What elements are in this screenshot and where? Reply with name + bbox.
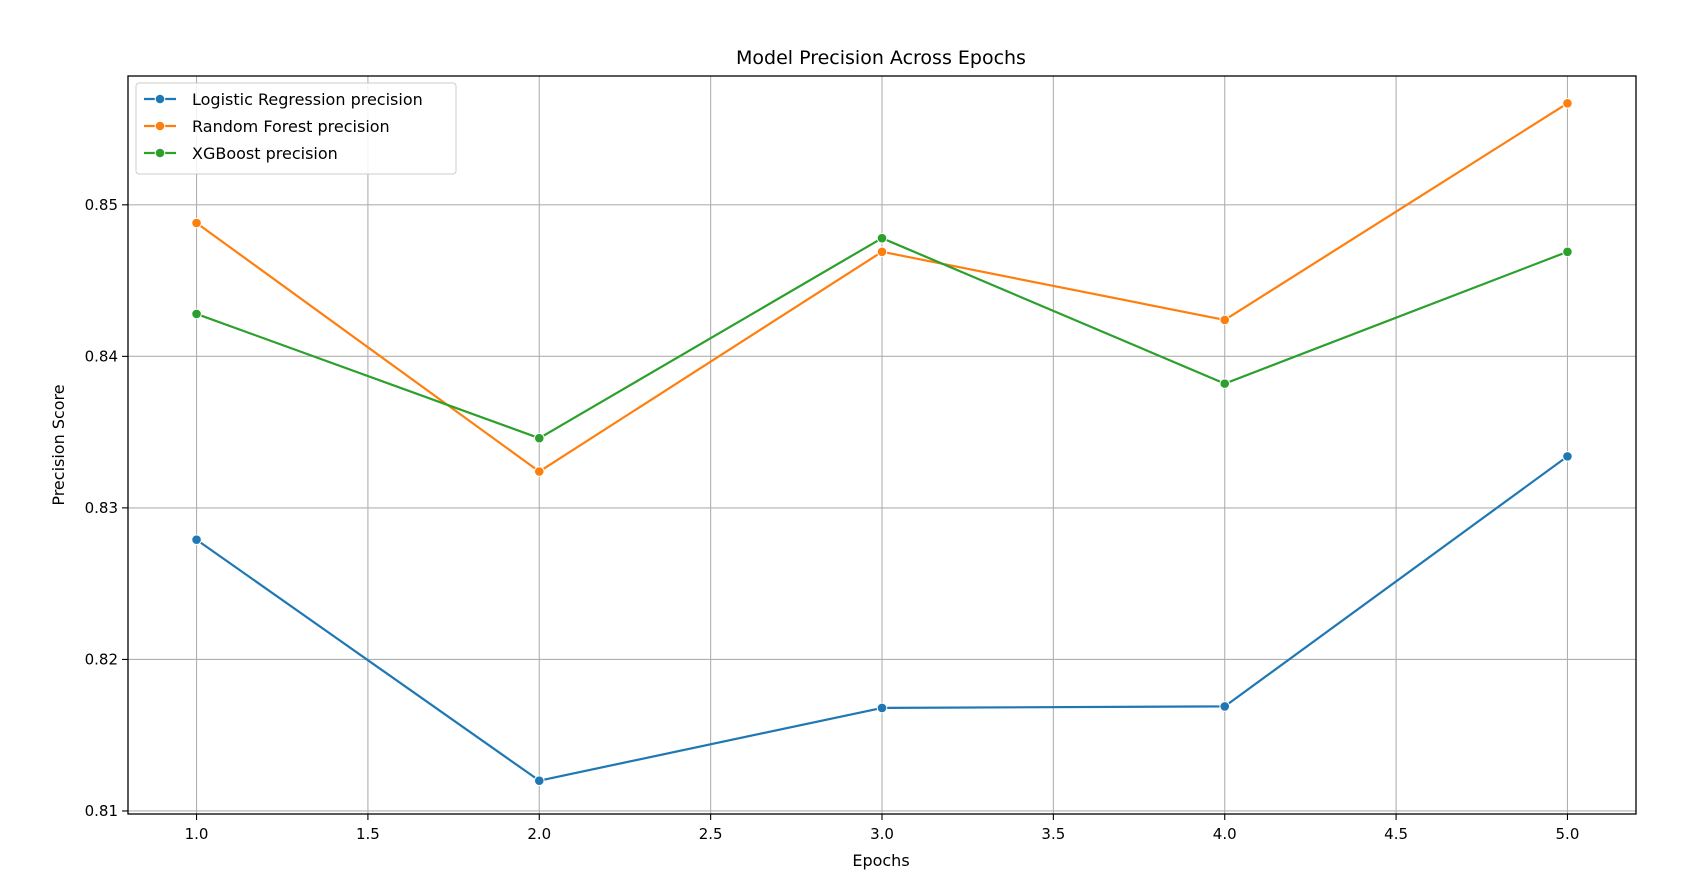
grid-lines (128, 76, 1636, 814)
data-point (533, 432, 545, 444)
data-point (1219, 378, 1231, 389)
x-tick-label: 3.5 (1041, 825, 1065, 843)
x-tick-label: 4.5 (1384, 825, 1408, 843)
x-tick-label: 2.0 (527, 825, 551, 843)
data-point (533, 466, 545, 477)
y-tick-label: 0.85 (85, 196, 118, 214)
data-point (191, 534, 202, 546)
legend-marker (154, 93, 166, 105)
data-point (1562, 246, 1573, 258)
y-axis-title: Precision Score (49, 384, 68, 505)
x-tick-label: 5.0 (1556, 825, 1580, 843)
legend: Logistic Regression precision Random Fore… (135, 82, 457, 175)
chart-title: Model Precision Across Epochs (736, 47, 1026, 69)
legend-entry: XGBoost precision (144, 144, 338, 163)
x-tick-label: 2.5 (699, 825, 723, 843)
legend-marker (154, 147, 166, 159)
x-axis-title: Epochs (852, 851, 909, 870)
series-1 (191, 97, 1573, 477)
y-tick-label: 0.82 (85, 650, 118, 668)
x-axis-ticks: 1.0 1.5 2.0 2.5 3.0 3.5 4.0 4.5 5.0 (185, 814, 1580, 843)
data-point (1562, 451, 1573, 462)
series-2 (191, 232, 1573, 444)
legend-entry: Random Forest precision (144, 117, 390, 136)
series-lines (191, 97, 1573, 786)
y-tick-label: 0.83 (85, 499, 118, 517)
data-point (191, 217, 202, 229)
legend-entry: Logistic Regression precision (144, 90, 423, 109)
data-point (1219, 314, 1231, 326)
legend-box (135, 82, 457, 175)
legend-label: Logistic Regression precision (192, 90, 423, 109)
x-tick-label: 3.0 (870, 825, 894, 843)
y-tick-label: 0.84 (85, 347, 118, 365)
series-0 (191, 451, 1573, 786)
data-point (1219, 701, 1231, 712)
data-point (533, 775, 545, 786)
y-tick-label: 0.81 (85, 802, 118, 820)
data-point (876, 246, 888, 258)
y-axis-ticks: 0.81 0.82 0.83 0.84 0.85 (85, 196, 128, 820)
x-tick-label: 4.0 (1213, 825, 1237, 843)
legend-marker (154, 120, 166, 132)
x-tick-label: 1.5 (356, 825, 380, 843)
legend-label: Random Forest precision (192, 117, 390, 136)
x-tick-label: 1.0 (185, 825, 209, 843)
data-point (1562, 97, 1573, 109)
legend-label: XGBoost precision (192, 144, 338, 163)
data-point (876, 702, 888, 714)
data-point (191, 308, 202, 320)
data-point (876, 232, 888, 244)
